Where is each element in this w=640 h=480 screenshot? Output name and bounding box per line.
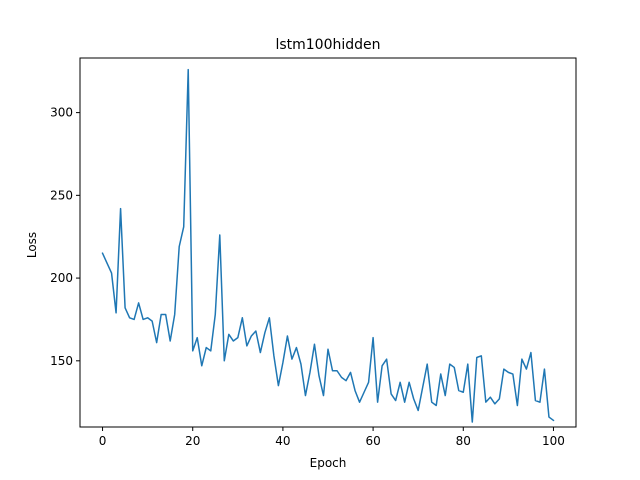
- y-axis-ticks: 150 200 250 300: [50, 106, 80, 368]
- x-axis-label: Epoch: [310, 456, 347, 470]
- chart-title: lstm100hidden: [275, 37, 380, 53]
- x-tick-label: 40: [275, 434, 290, 448]
- x-tick-label: 0: [99, 434, 107, 448]
- y-tick-label: 200: [50, 271, 73, 285]
- axes-frame: [79, 57, 577, 428]
- series-line-0: [101, 68, 555, 423]
- y-tick-label: 300: [50, 106, 73, 120]
- y-tick-label: 150: [50, 354, 73, 368]
- x-axis-ticks: 0 20 40 60 80 100: [99, 427, 565, 448]
- y-tick-label: 250: [50, 188, 73, 202]
- x-tick-label: 60: [365, 434, 380, 448]
- x-tick-label: 100: [542, 434, 565, 448]
- x-tick-label: 20: [185, 434, 200, 448]
- x-tick-label: 80: [456, 434, 471, 448]
- y-axis-label: Loss: [25, 232, 39, 258]
- plot-area: [101, 68, 555, 423]
